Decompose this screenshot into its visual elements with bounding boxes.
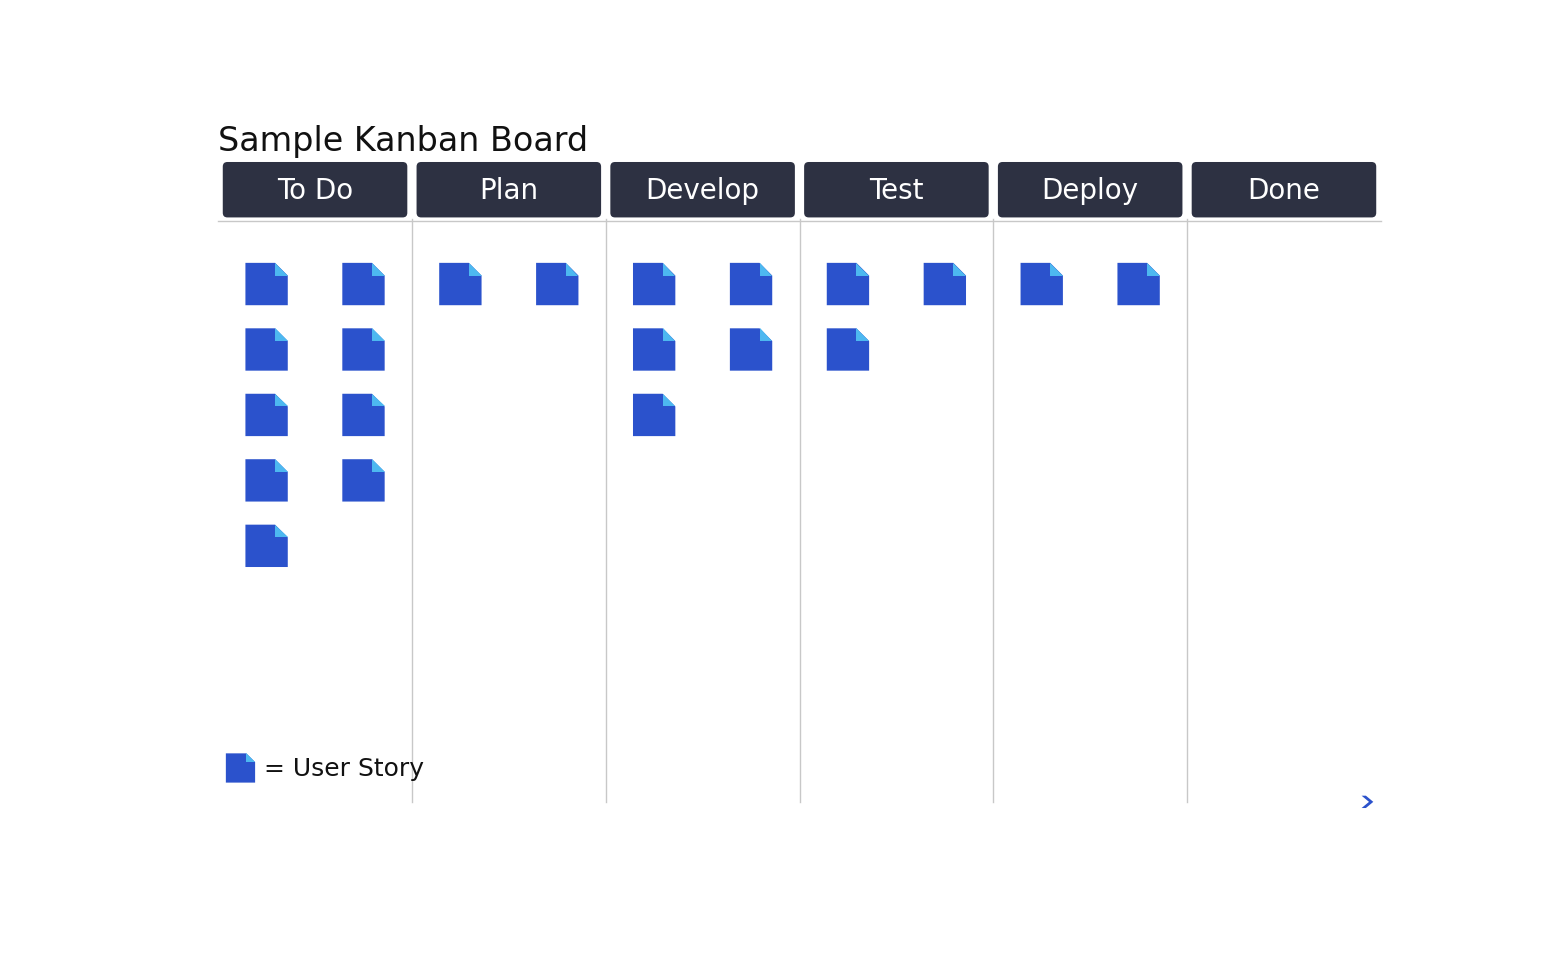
- Polygon shape: [275, 395, 287, 407]
- Polygon shape: [663, 329, 675, 342]
- Polygon shape: [663, 395, 675, 407]
- Polygon shape: [1020, 264, 1062, 306]
- Text: Sample Kanban Board: Sample Kanban Board: [218, 125, 588, 158]
- Polygon shape: [245, 264, 287, 306]
- Polygon shape: [760, 329, 772, 342]
- Polygon shape: [245, 525, 287, 567]
- Polygon shape: [275, 459, 287, 473]
- Text: To Do: To Do: [278, 176, 353, 205]
- Polygon shape: [924, 264, 966, 306]
- Polygon shape: [371, 329, 385, 342]
- Polygon shape: [226, 754, 256, 782]
- FancyBboxPatch shape: [417, 163, 601, 218]
- Polygon shape: [342, 329, 385, 372]
- Polygon shape: [566, 264, 579, 276]
- Polygon shape: [663, 264, 675, 276]
- FancyBboxPatch shape: [610, 163, 796, 218]
- Polygon shape: [245, 329, 287, 372]
- Text: Deploy: Deploy: [1042, 176, 1139, 205]
- Polygon shape: [275, 264, 287, 276]
- Polygon shape: [275, 329, 287, 342]
- Polygon shape: [633, 395, 675, 436]
- Polygon shape: [1362, 796, 1373, 808]
- Polygon shape: [953, 264, 966, 276]
- Polygon shape: [633, 264, 675, 306]
- Text: = User Story: = User Story: [264, 756, 424, 781]
- Polygon shape: [537, 264, 579, 306]
- Polygon shape: [827, 329, 869, 372]
- Polygon shape: [440, 264, 482, 306]
- Polygon shape: [371, 459, 385, 473]
- FancyBboxPatch shape: [223, 163, 407, 218]
- Polygon shape: [856, 264, 869, 276]
- Polygon shape: [1050, 264, 1062, 276]
- Polygon shape: [1117, 264, 1159, 306]
- Polygon shape: [342, 395, 385, 436]
- FancyBboxPatch shape: [998, 163, 1182, 218]
- FancyBboxPatch shape: [803, 163, 989, 218]
- Polygon shape: [342, 459, 385, 502]
- Polygon shape: [245, 459, 287, 502]
- Polygon shape: [730, 264, 772, 306]
- Polygon shape: [275, 525, 287, 537]
- Text: Done: Done: [1248, 176, 1320, 205]
- Polygon shape: [246, 754, 256, 762]
- Polygon shape: [730, 329, 772, 372]
- Text: Plan: Plan: [479, 176, 538, 205]
- Polygon shape: [342, 264, 385, 306]
- Polygon shape: [371, 264, 385, 276]
- Polygon shape: [371, 395, 385, 407]
- Polygon shape: [827, 264, 869, 306]
- Polygon shape: [245, 395, 287, 436]
- Text: Test: Test: [869, 176, 924, 205]
- Text: Develop: Develop: [646, 176, 760, 205]
- Polygon shape: [856, 329, 869, 342]
- Polygon shape: [1147, 264, 1159, 276]
- Polygon shape: [760, 264, 772, 276]
- Polygon shape: [633, 329, 675, 372]
- FancyBboxPatch shape: [1192, 163, 1376, 218]
- Polygon shape: [470, 264, 482, 276]
